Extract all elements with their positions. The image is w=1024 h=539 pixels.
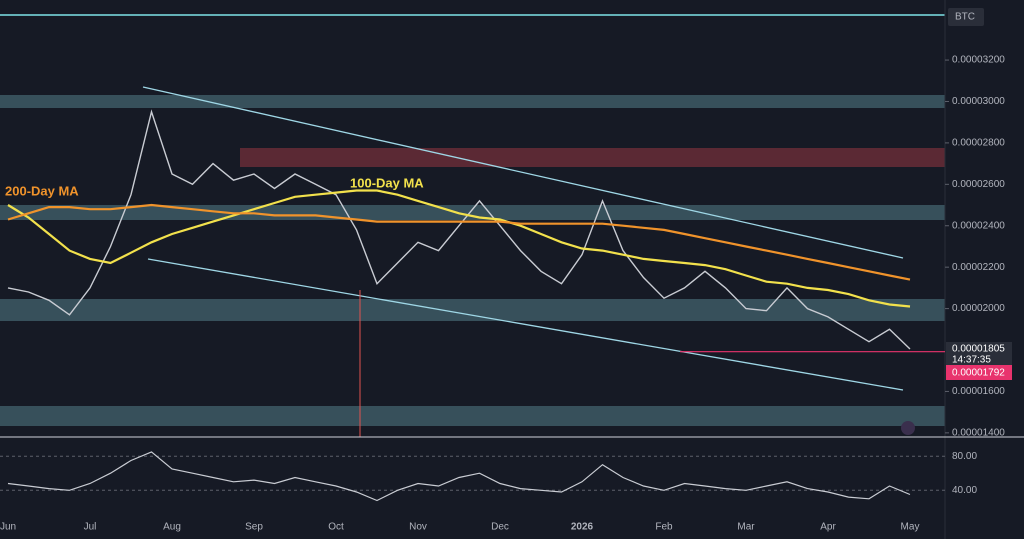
x-tick-label: 2026 [571,522,594,533]
y-tick-label: 0.00003200 [952,55,1005,66]
series-line [7,109,911,350]
y-tick-label: 0.00001400 [952,427,1005,438]
support-box [946,365,1012,380]
channel-line [142,86,904,259]
series-line [7,451,911,502]
y-tick-label: 0.00001600 [952,386,1005,397]
series-label: 100-Day MA [350,175,424,190]
x-tick-label: Apr [820,522,836,533]
y-tick-label: 0.00002200 [952,262,1005,273]
x-tick-label: Jun [0,522,16,533]
x-tick-label: Feb [655,522,673,533]
y-tick-label: 0.00002000 [952,303,1005,314]
zone [240,148,945,167]
x-tick-label: Dec [491,522,509,533]
series-line [7,189,911,308]
channel-line [147,258,904,391]
x-tick-label: Sep [245,522,263,533]
y-tick-label: 0.00003000 [952,96,1005,107]
countdown: 14:37:35 [952,355,991,366]
series-label: 200-Day MA [5,183,79,198]
zone [0,95,945,108]
symbol: BTC [955,12,975,23]
zone [0,205,945,220]
y-tick-label: 0.00002400 [952,220,1005,231]
x-tick-label: Aug [163,522,181,533]
zone [0,406,945,426]
x-tick-label: Jul [84,522,97,533]
x-tick-label: May [901,522,920,533]
x-tick-label: Nov [409,522,427,533]
y-tick-label: 40.00 [952,485,977,496]
symbol-box [948,8,984,26]
x-tick-label: Oct [328,522,344,533]
y-tick-label: 0.00002600 [952,179,1005,190]
price-box [946,342,1012,365]
icon [901,421,915,435]
zone [0,299,945,321]
y-tick-label: 0.00002800 [952,138,1005,149]
y-tick-label: 80.00 [952,451,977,462]
series-line [7,203,911,281]
price-label: 0.00001805 [952,344,1005,355]
x-tick-label: Mar [737,522,755,533]
support-label: 0.00001792 [952,368,1005,379]
